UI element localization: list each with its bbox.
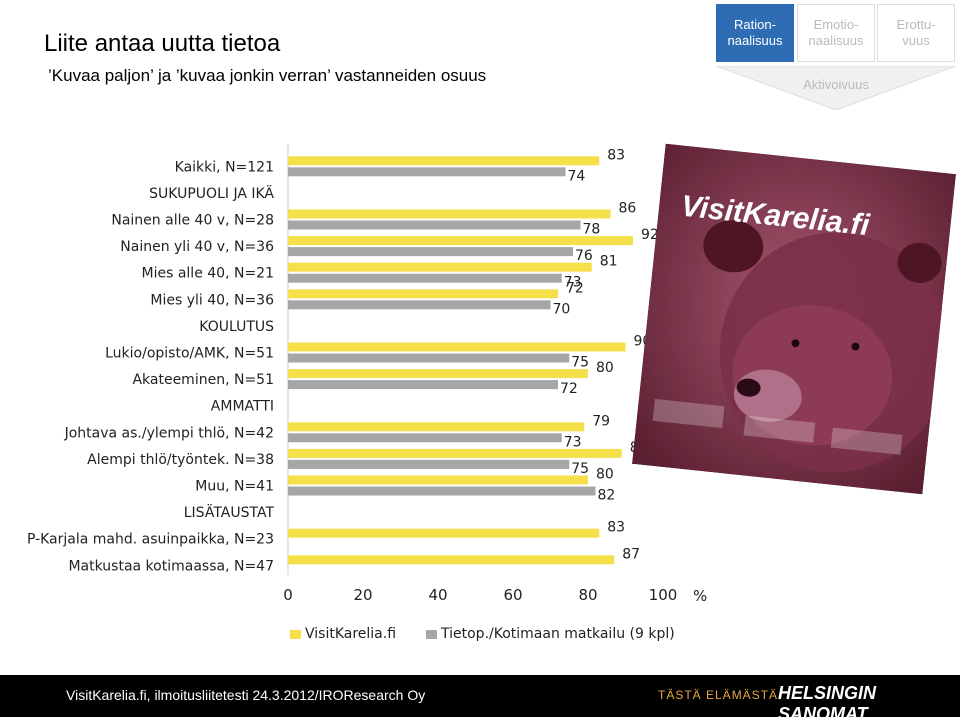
category-label: AMMATTI bbox=[211, 399, 274, 415]
bar-tietop bbox=[288, 247, 573, 257]
bar-visitkarelia bbox=[288, 555, 615, 565]
category-label: Johtava as./ylempi thlö, N=42 bbox=[64, 425, 274, 441]
tab-label: Erottu- vuus bbox=[896, 17, 936, 48]
x-tick-label: 40 bbox=[428, 586, 447, 604]
x-unit-label: % bbox=[693, 587, 707, 605]
bar-visitkarelia bbox=[288, 528, 600, 538]
x-tick-label: 60 bbox=[503, 586, 522, 604]
bar-visitkarelia bbox=[288, 422, 585, 432]
data-label-visitkarelia: 79 bbox=[592, 413, 610, 429]
category-label: Nainen alle 40 v, N=28 bbox=[111, 213, 274, 229]
category-label: LISÄTAUSTAT bbox=[184, 503, 275, 521]
bar-visitkarelia bbox=[288, 369, 588, 379]
data-label-visitkarelia: 72 bbox=[566, 280, 584, 296]
bar-visitkarelia bbox=[288, 209, 611, 219]
x-tick-label: 100 bbox=[649, 586, 678, 604]
aktivoivuus-arrow bbox=[716, 66, 956, 110]
bar-visitkarelia bbox=[288, 289, 558, 299]
footer-brand-logo: HELSINGIN SANOMAT bbox=[778, 683, 877, 724]
legend-swatch bbox=[290, 629, 301, 639]
data-label-tietop: 74 bbox=[568, 168, 586, 184]
footer-slogan: TÄSTÄ ELÄMÄSTÄ. bbox=[658, 688, 783, 702]
legend-swatch bbox=[426, 629, 437, 639]
bar-tietop bbox=[288, 220, 581, 230]
data-label-visitkarelia: 83 bbox=[607, 520, 625, 536]
data-label-visitkarelia: 81 bbox=[600, 254, 618, 270]
data-label-tietop: 76 bbox=[575, 248, 593, 264]
data-label-tietop: 82 bbox=[598, 488, 616, 504]
bar-visitkarelia bbox=[288, 475, 588, 485]
page-title: Liite antaa uutta tietoa bbox=[44, 30, 281, 57]
bar-tietop bbox=[288, 273, 562, 283]
bar-tietop bbox=[288, 433, 562, 443]
x-tick-label: 20 bbox=[353, 586, 372, 604]
category-label: Mies yli 40, N=36 bbox=[150, 292, 274, 308]
category-label: Akateeminen, N=51 bbox=[132, 372, 274, 388]
bar-tietop bbox=[288, 380, 558, 390]
aktivoivuus-label[interactable]: Aktivoivuus bbox=[803, 77, 869, 92]
data-label-tietop: 73 bbox=[564, 434, 582, 450]
data-label-visitkarelia: 86 bbox=[619, 201, 637, 217]
data-label-tietop: 72 bbox=[560, 381, 578, 397]
category-label: Lukio/opisto/AMK, N=51 bbox=[105, 346, 274, 362]
x-tick-label: 0 bbox=[283, 586, 293, 604]
footer-bar: VisitKarelia.fi, ilmoitusliitetesti 24.3… bbox=[0, 675, 960, 724]
data-label-visitkarelia: 92 bbox=[641, 227, 659, 243]
category-label: SUKUPUOLI JA IKÄ bbox=[149, 184, 274, 202]
category-label: Nainen yli 40 v, N=36 bbox=[120, 239, 274, 255]
footer-source: VisitKarelia.fi, ilmoitusliitetesti 24.3… bbox=[66, 687, 426, 703]
tab-emotionaalisuus[interactable]: Emotio- naalisuus bbox=[797, 4, 875, 62]
legend-item-tietop: Tietop./Kotimaan matkailu (9 kpl) bbox=[426, 626, 675, 642]
page-subtitle: ’Kuvaa paljon’ ja ’kuvaa jonkin verran’ … bbox=[48, 66, 487, 85]
data-label-tietop: 75 bbox=[571, 461, 589, 477]
legend-label: VisitKarelia.fi bbox=[305, 626, 397, 642]
bar-visitkarelia bbox=[288, 156, 600, 166]
bar-visitkarelia bbox=[288, 236, 633, 246]
tab-erottuvuus[interactable]: Erottu- vuus bbox=[877, 4, 955, 62]
bar-chart: 0 20 40 60 80 100 % Kaikki, N=121 83 74 SUKUPUOLI … bbox=[27, 144, 707, 605]
category-label: Matkustaa kotimaassa, N=47 bbox=[68, 558, 274, 574]
data-label-tietop: 78 bbox=[583, 222, 601, 238]
tab-label: Ration- naalisuus bbox=[727, 17, 783, 48]
magazine-cover-image: VisitKarelia.fi bbox=[631, 143, 957, 495]
data-label-tietop: 73 bbox=[564, 275, 582, 291]
category-label: Alempi thlö/työntek. N=38 bbox=[87, 452, 274, 468]
bar-tietop bbox=[288, 459, 570, 469]
tab-label: Emotio- naalisuus bbox=[808, 17, 864, 48]
category-label: Mies alle 40, N=21 bbox=[142, 266, 274, 282]
bar-visitkarelia bbox=[288, 342, 626, 352]
bar-tietop bbox=[288, 486, 596, 496]
category-label: Muu, N=41 bbox=[195, 479, 274, 495]
data-label-tietop: 70 bbox=[553, 301, 571, 317]
bar-visitkarelia bbox=[288, 262, 592, 272]
x-tick-label: 80 bbox=[578, 586, 597, 604]
legend-label: Tietop./Kotimaan matkailu (9 kpl) bbox=[441, 626, 675, 642]
bar-visitkarelia bbox=[288, 448, 622, 458]
category-label: P-Karjala mahd. asuinpaikka, N=23 bbox=[27, 532, 274, 548]
data-label-visitkarelia: 83 bbox=[607, 147, 625, 163]
legend-item-visitkarelia: VisitKarelia.fi bbox=[290, 626, 396, 642]
data-label-visitkarelia: 87 bbox=[622, 546, 640, 562]
category-label: KOULUTUS bbox=[199, 319, 274, 335]
data-label-visitkarelia: 80 bbox=[596, 360, 614, 376]
category-label: Kaikki, N=121 bbox=[175, 159, 274, 175]
bar-tietop bbox=[288, 167, 566, 177]
data-label-tietop: 75 bbox=[571, 355, 589, 371]
data-label-visitkarelia: 80 bbox=[596, 467, 614, 483]
bar-tietop bbox=[288, 300, 551, 310]
bar-tietop bbox=[288, 353, 570, 363]
tab-rationaalisuus[interactable]: Ration- naalisuus bbox=[716, 4, 794, 62]
